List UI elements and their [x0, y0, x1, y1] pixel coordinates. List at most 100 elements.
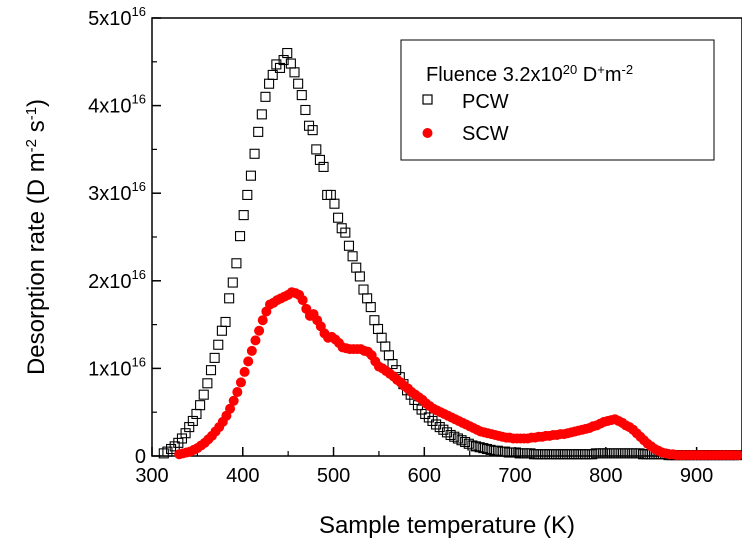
pcw-point — [311, 144, 322, 155]
pcw-point — [220, 316, 231, 328]
pcw-point — [289, 67, 300, 78]
pcw-point — [184, 422, 195, 433]
pcw-point — [278, 54, 289, 66]
pcw-point — [485, 444, 496, 455]
pcw-point — [314, 154, 325, 165]
pcw-point — [267, 69, 278, 80]
pcw-point — [318, 161, 329, 172]
pcw-point — [500, 446, 511, 457]
pcw-point — [449, 431, 460, 442]
pcw-point — [362, 293, 373, 304]
scw-point — [232, 387, 243, 398]
x-tick-label: 900 — [680, 465, 713, 487]
pcw-point — [423, 412, 434, 423]
pcw-point — [205, 365, 217, 376]
y-tick-label: 2x1016 — [88, 267, 146, 293]
pcw-point — [242, 189, 253, 201]
legend-pcw-label: PCW — [462, 91, 509, 113]
x-axis-title: Sample temperature (K) — [319, 512, 575, 539]
pcw-point — [264, 78, 275, 89]
x-tick-label: 800 — [589, 465, 622, 487]
pcw-point — [169, 441, 180, 452]
y-tick-label: 5x1016 — [88, 4, 146, 30]
scw-point — [243, 356, 254, 367]
pcw-point — [274, 62, 286, 73]
pcw-point — [195, 400, 206, 411]
pcw-point — [481, 443, 492, 455]
pcw-point — [372, 323, 384, 335]
pcw-point — [340, 227, 351, 238]
pcw-point — [492, 445, 503, 456]
pcw-point — [369, 315, 380, 326]
pcw-point — [260, 91, 271, 102]
y-tick-label: 4x1016 — [88, 92, 146, 118]
pcw-point — [300, 104, 311, 116]
pcw-point — [282, 47, 293, 59]
pcw-point — [420, 408, 431, 420]
y-axis-ticks: 0 1x1016 2x1016 3x1016 4x1016 5x1016 — [88, 4, 161, 468]
pcw-point — [333, 212, 344, 223]
scw-point — [239, 366, 250, 377]
pcw-point — [325, 189, 336, 201]
x-tick-label: 500 — [317, 465, 350, 487]
scw-point — [225, 403, 236, 414]
legend: Fluence 3.2x1020 D+m-2 PCW SCW — [400, 39, 715, 161]
pcw-point — [191, 408, 202, 420]
x-tick-label: 400 — [226, 465, 259, 487]
pcw-point — [456, 435, 467, 446]
pcw-point — [245, 170, 256, 181]
pcw-point — [387, 358, 398, 370]
pcw-point — [296, 90, 307, 101]
scw-point — [228, 395, 239, 406]
scw-point — [246, 345, 257, 356]
pcw-point — [438, 424, 449, 435]
scw-point — [733, 450, 742, 461]
x-tick-label: 700 — [498, 465, 531, 487]
pcw-point — [434, 422, 445, 433]
pcw-point — [224, 293, 235, 304]
pcw-point — [180, 428, 191, 439]
y-tick-label: 3x1016 — [88, 179, 146, 205]
pcw-point — [470, 441, 482, 452]
pcw-point — [427, 415, 438, 427]
scw-point — [297, 295, 308, 306]
scw-point — [254, 325, 265, 336]
scw-point — [235, 377, 246, 388]
pcw-point — [467, 440, 478, 451]
legend-scw-marker — [422, 128, 433, 138]
x-tick-label: 300 — [135, 465, 168, 487]
pcw-point — [365, 302, 376, 313]
pcw-point — [343, 240, 355, 251]
pcw-point — [347, 251, 358, 262]
pcw-point — [187, 415, 198, 427]
pcw-point — [249, 148, 260, 159]
pcw-point — [351, 262, 362, 273]
series-scw-markers — [174, 287, 742, 461]
pcw-point — [166, 443, 177, 455]
pcw-point — [256, 109, 267, 120]
scw-point — [257, 315, 268, 326]
pcw-point — [176, 433, 188, 444]
pcw-point — [380, 341, 391, 352]
pcw-point — [202, 378, 213, 389]
pcw-point — [510, 447, 522, 458]
pcw-point — [431, 419, 442, 430]
pcw-point — [383, 350, 394, 361]
pcw-point — [460, 436, 471, 448]
pcw-point — [209, 352, 220, 363]
pcw-point — [231, 258, 242, 269]
pcw-point — [234, 231, 246, 242]
legend-scw-label: SCW — [462, 123, 509, 145]
legend-title: Fluence 3.2x1020 D+m-2 — [426, 62, 633, 87]
pcw-point — [445, 429, 456, 441]
pcw-point — [478, 443, 489, 454]
pcw-point — [452, 433, 463, 444]
pcw-point — [358, 284, 369, 295]
pcw-point — [307, 125, 318, 136]
pcw-point — [238, 210, 249, 221]
y-axis-title: Desorption rate (D m-2 s-1) — [23, 99, 51, 375]
legend-box — [400, 39, 715, 161]
x-tick-label: 600 — [408, 465, 441, 487]
pcw-point — [587, 449, 598, 460]
